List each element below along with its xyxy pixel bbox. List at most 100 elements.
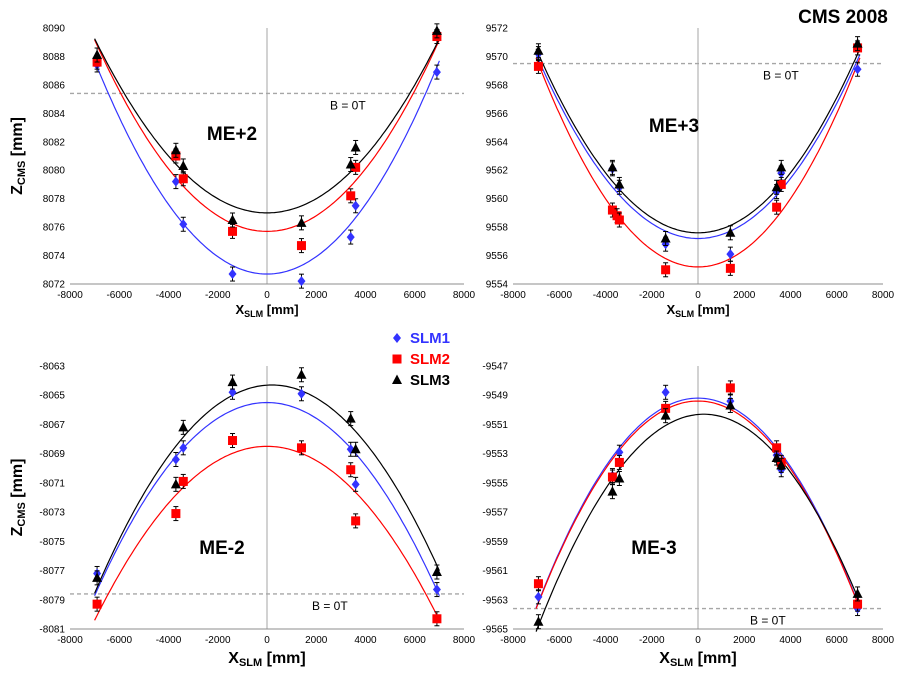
x-tick-label: 2000 xyxy=(305,290,328,301)
y-tick-label: 8080 xyxy=(43,166,66,177)
y-tick-label: 9572 xyxy=(486,24,509,35)
x-tick-label: 0 xyxy=(695,635,701,646)
data-point-slm3 xyxy=(296,217,307,227)
data-point-slm1 xyxy=(853,64,862,75)
data-point-slm2 xyxy=(614,215,624,225)
data-point-slm2 xyxy=(776,179,786,189)
x-tick-label: -4000 xyxy=(593,290,619,301)
y-tick-label: -8067 xyxy=(39,420,65,431)
data-point-slm1 xyxy=(351,479,360,490)
data-point-slm2 xyxy=(92,599,102,609)
y-tick-label: 9558 xyxy=(486,223,509,234)
data-point-slm3 xyxy=(92,572,103,582)
fit-curve-slm3 xyxy=(535,413,861,632)
x-tick-label: 6000 xyxy=(404,290,427,301)
fit-curve-slm2 xyxy=(94,445,440,621)
reference-label: B = 0T xyxy=(312,599,348,613)
y-tick-label: -9553 xyxy=(482,449,508,460)
data-point-slm3 xyxy=(614,473,625,483)
fit-curve-slm3 xyxy=(94,38,440,214)
x-tick-label: 4000 xyxy=(354,635,377,646)
data-point-slm3 xyxy=(170,144,181,155)
y-tick-label: -8071 xyxy=(39,478,65,489)
x-tick-label: 8000 xyxy=(453,290,476,301)
data-point-slm3 xyxy=(776,161,787,172)
data-point-slm1 xyxy=(228,269,237,280)
y-tick-label: -8063 xyxy=(39,362,65,373)
panel-label: ME+3 xyxy=(649,116,699,137)
y-tick-label: 8078 xyxy=(43,194,66,205)
data-point-slm1 xyxy=(171,176,180,187)
y-tick-label: 8074 xyxy=(43,251,66,262)
y-tick-label: 8072 xyxy=(43,280,66,291)
x-axis-title: XSLM [mm] xyxy=(659,650,736,669)
data-point-slm2 xyxy=(661,265,671,275)
legend-marker-slm2 xyxy=(392,354,402,364)
chart-panel-me-2: B = 0T 8072 8074 8076 8078 8080 8082 8084 8086 80… xyxy=(9,23,476,319)
data-point-slm2 xyxy=(533,61,543,71)
x-tick-label: -8000 xyxy=(57,635,83,646)
y-tick-label: -8079 xyxy=(39,595,65,606)
legend-marker-slm1 xyxy=(393,333,401,343)
y-tick-label: -9565 xyxy=(482,625,508,636)
x-tick-label: -6000 xyxy=(106,290,132,301)
data-point-slm2 xyxy=(296,241,306,251)
x-tick-label: -4000 xyxy=(156,635,182,646)
data-point-slm1 xyxy=(432,67,441,78)
fit-curve-slm1 xyxy=(535,54,861,240)
x-tick-label: 4000 xyxy=(354,290,377,301)
data-point-slm3 xyxy=(227,214,238,224)
x-tick-label: -8000 xyxy=(500,635,526,646)
y-tick-label: 8088 xyxy=(43,52,66,63)
data-point-slm1 xyxy=(297,388,306,399)
y-tick-label: 8084 xyxy=(43,109,66,120)
data-point-slm2 xyxy=(614,457,624,467)
data-point-slm2 xyxy=(228,226,238,236)
data-point-slm3 xyxy=(350,443,361,454)
x-axis-title: XSLM [mm] xyxy=(666,302,729,319)
y-tick-label: -8069 xyxy=(39,449,65,460)
data-point-slm1 xyxy=(661,387,670,398)
x-tick-label: 4000 xyxy=(779,635,802,646)
chart-panel-me-3: B = 0T 9554 9556 9558 9560 9562 9564 9566 9568 95… xyxy=(486,24,895,320)
x-tick-label: -6000 xyxy=(546,290,572,301)
x-axis-title: XSLM [mm] xyxy=(235,302,298,319)
chart-panel-me-3: B = 0T -9565 -9563 -9561 -9559 -9557 -9555 -955… xyxy=(482,362,894,670)
panel-label: ME-3 xyxy=(631,538,676,559)
data-point-slm2 xyxy=(346,465,356,475)
data-point-slm1 xyxy=(346,232,355,243)
data-point-slm3 xyxy=(771,452,782,463)
fit-curve-slm1 xyxy=(94,60,440,275)
data-point-slm3 xyxy=(345,413,356,423)
y-tick-label: 9554 xyxy=(486,280,509,291)
y-tick-label: -9559 xyxy=(482,537,508,548)
x-tick-label: -2000 xyxy=(205,635,231,646)
x-tick-label: 6000 xyxy=(826,290,849,301)
y-tick-label: -9561 xyxy=(482,566,508,577)
x-tick-label: 2000 xyxy=(733,635,756,646)
data-point-slm3 xyxy=(607,486,618,496)
y-tick-label: -8073 xyxy=(39,508,65,519)
y-tick-label: 8090 xyxy=(43,24,66,35)
data-point-slm2 xyxy=(853,599,863,609)
data-point-slm2 xyxy=(772,202,782,212)
x-tick-label: 2000 xyxy=(733,290,756,301)
data-point-slm2 xyxy=(171,509,181,519)
data-point-slm1 xyxy=(534,591,543,602)
x-tick-label: -2000 xyxy=(639,635,665,646)
y-tick-label: -9563 xyxy=(482,595,508,606)
y-tick-label: 9566 xyxy=(486,109,509,120)
data-point-slm2 xyxy=(432,614,442,624)
x-tick-label: 6000 xyxy=(404,635,427,646)
data-point-slm2 xyxy=(725,383,735,393)
x-tick-label: -2000 xyxy=(639,290,665,301)
y-tick-label: 8086 xyxy=(43,80,66,91)
data-point-slm1 xyxy=(297,276,306,287)
fit-curve-slm2 xyxy=(94,39,440,233)
y-tick-label: -9551 xyxy=(482,420,508,431)
x-tick-label: -4000 xyxy=(156,290,182,301)
legend-marker-slm3 xyxy=(392,374,402,384)
x-tick-label: -4000 xyxy=(593,635,619,646)
fit-curve-slm2 xyxy=(535,57,861,268)
